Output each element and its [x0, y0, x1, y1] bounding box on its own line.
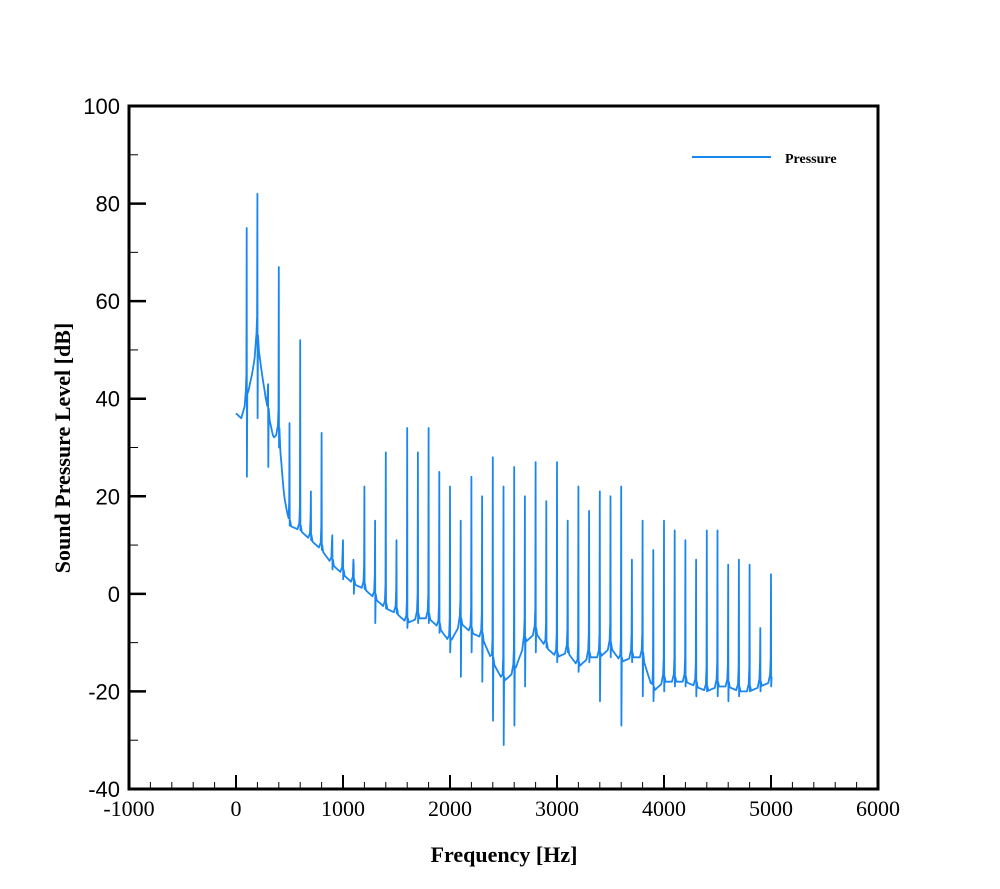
y-tick-label: 40	[96, 387, 120, 412]
legend-label-pressure: Pressure	[785, 152, 837, 167]
x-tick-label: 6000	[856, 796, 900, 821]
tick-labels: -1000 0 1000 2000 3000 4000 5000 6000 -40 -20 0 20 4…	[83, 94, 900, 821]
y-tick-label: -20	[88, 679, 120, 704]
plot-frame	[127, 104, 880, 791]
x-tick-label: 4000	[642, 796, 686, 821]
y-axis-title: Sound Pressure Level [dB]	[50, 323, 75, 573]
y-tick-label: -40	[88, 777, 120, 802]
x-tick-label: -1000	[103, 796, 154, 821]
x-axis-title: Frequency [Hz]	[431, 842, 578, 867]
y-tick-label: 20	[96, 484, 120, 509]
x-tick-label: 3000	[535, 796, 579, 821]
x-tick-label: 2000	[428, 796, 472, 821]
series-pressure-line	[235, 192, 773, 746]
y-tick-label: 100	[83, 94, 120, 119]
x-tick-label: 0	[231, 796, 242, 821]
y-tick-label: 80	[96, 192, 120, 217]
x-tick-label: 5000	[749, 796, 793, 821]
x-tick-label: 1000	[321, 796, 365, 821]
y-tick-label: 0	[108, 582, 120, 607]
y-tick-label: 60	[96, 289, 120, 314]
legend: Pressure	[692, 152, 837, 167]
